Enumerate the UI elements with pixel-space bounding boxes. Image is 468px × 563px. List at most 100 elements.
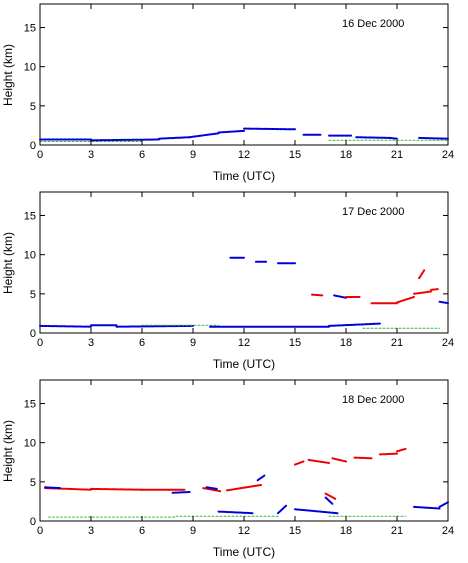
data-mark-blue	[328, 322, 381, 327]
data-mark-blue	[277, 504, 288, 515]
data-mark-red	[413, 290, 432, 295]
x-axis: 0 3 6 9 12 15 18 21 24	[37, 380, 454, 537]
x-axis-label: Time (UTC)	[213, 357, 275, 371]
data-marks	[44, 447, 449, 518]
x-tick-label: 21	[391, 149, 403, 161]
data-mark-red	[379, 452, 398, 456]
x-tick-label: 0	[37, 525, 43, 537]
data-mark-blue	[39, 324, 92, 328]
data-mark-blue	[294, 508, 339, 515]
y-axis-label: Height (km)	[1, 232, 15, 294]
x-tick-label: 18	[340, 525, 352, 537]
x-axis: 0 3 6 9 12 15 18 21 24	[37, 192, 454, 349]
data-mark-red	[226, 484, 262, 492]
data-mark-red	[396, 296, 415, 304]
data-mark-blue	[418, 136, 449, 140]
data-mark-red	[307, 458, 330, 464]
x-axis: 0 3 6 9 12 15 18 21 24	[37, 4, 454, 161]
y-tick-label: 0	[30, 328, 36, 340]
data-mark-blue	[387, 136, 398, 140]
y-tick-label: 15	[24, 211, 36, 223]
y-tick-label: 10	[24, 438, 36, 450]
x-tick-label: 6	[139, 337, 145, 349]
data-mark-blue	[355, 136, 390, 139]
data-mark-blue	[438, 501, 449, 508]
data-mark-red	[202, 487, 222, 493]
data-mark-blue	[217, 129, 245, 134]
y-tick-label: 10	[24, 250, 36, 262]
panel-17dec: 0 3 6 9 12 15 18 21 24 0 5 10 15 17 Dec 2000 Time (…	[1, 191, 454, 371]
plot-frame	[39, 3, 449, 146]
x-tick-label: 6	[139, 149, 145, 161]
y-tick-label: 15	[24, 399, 36, 411]
x-tick-label: 15	[289, 525, 301, 537]
data-mark-red	[353, 456, 373, 460]
data-mark-red	[324, 492, 337, 501]
data-mark-blue	[205, 486, 218, 490]
x-tick-label: 15	[289, 149, 301, 161]
data-mark-blue	[171, 491, 191, 494]
data-mark-blue	[438, 300, 449, 305]
panel-date: 17 Dec 2000	[342, 206, 404, 218]
data-marks	[39, 127, 449, 142]
y-axis: 0 5 10 15	[24, 399, 448, 528]
x-tick-label: 9	[190, 149, 196, 161]
y-axis: 0 5 10 15	[24, 23, 448, 152]
x-tick-label: 6	[139, 525, 145, 537]
x-tick-label: 21	[391, 525, 403, 537]
data-mark-blue	[256, 474, 266, 482]
x-tick-label: 3	[88, 337, 94, 349]
data-mark-red	[430, 288, 439, 291]
data-mark-red	[294, 460, 305, 466]
x-tick-label: 24	[442, 149, 454, 161]
data-mark-blue	[243, 127, 296, 131]
data-mark-blue	[115, 324, 194, 328]
x-axis-label: Time (UTC)	[213, 545, 275, 559]
x-axis-label: Time (UTC)	[213, 169, 275, 183]
panel-date: 16 Dec 2000	[342, 18, 404, 30]
x-tick-label: 21	[391, 337, 403, 349]
data-marks	[39, 256, 449, 329]
x-tick-label: 3	[88, 149, 94, 161]
data-mark-red	[418, 269, 426, 280]
y-tick-label: 15	[24, 23, 36, 35]
y-tick-label: 0	[30, 516, 36, 528]
x-tick-label: 15	[289, 337, 301, 349]
y-tick-label: 0	[30, 140, 36, 152]
x-tick-label: 12	[238, 149, 250, 161]
panel-18dec: 0 3 6 9 12 15 18 21 24 0 5 10 15 18 Dec 2000 Time (…	[1, 379, 454, 559]
data-mark-blue	[90, 138, 160, 142]
y-tick-label: 5	[30, 477, 36, 489]
y-axis-label: Height (km)	[1, 420, 15, 482]
panel-date: 18 Dec 2000	[342, 394, 404, 406]
x-tick-label: 24	[442, 337, 454, 349]
y-axis: 0 5 10 15	[24, 211, 448, 340]
data-mark-blue	[413, 505, 441, 510]
panel-16dec: 0 3 6 9 12 15 18 21 24 0 5 10 15 16 Dec 2000 Time (…	[1, 3, 454, 183]
data-mark-blue	[158, 136, 191, 140]
y-tick-label: 5	[30, 289, 36, 301]
data-mark-red	[90, 487, 143, 491]
y-tick-label: 10	[24, 62, 36, 74]
data-mark-blue	[217, 510, 254, 515]
data-mark-red	[311, 293, 324, 297]
x-tick-label: 24	[442, 525, 454, 537]
data-mark-blue	[333, 294, 347, 299]
x-tick-label: 0	[37, 337, 43, 349]
data-mark-red	[396, 447, 407, 453]
x-tick-label: 12	[238, 525, 250, 537]
x-tick-label: 3	[88, 525, 94, 537]
data-mark-blue	[188, 132, 220, 139]
data-mark-blue	[324, 496, 334, 505]
y-tick-label: 5	[30, 101, 36, 113]
data-mark-blue	[44, 486, 62, 490]
x-tick-label: 0	[37, 149, 43, 161]
x-tick-label: 12	[238, 337, 250, 349]
x-tick-label: 9	[190, 525, 196, 537]
x-tick-label: 18	[340, 149, 352, 161]
x-tick-label: 18	[340, 337, 352, 349]
data-mark-red	[331, 457, 347, 463]
x-tick-label: 9	[190, 337, 196, 349]
y-axis-label: Height (km)	[1, 44, 15, 106]
